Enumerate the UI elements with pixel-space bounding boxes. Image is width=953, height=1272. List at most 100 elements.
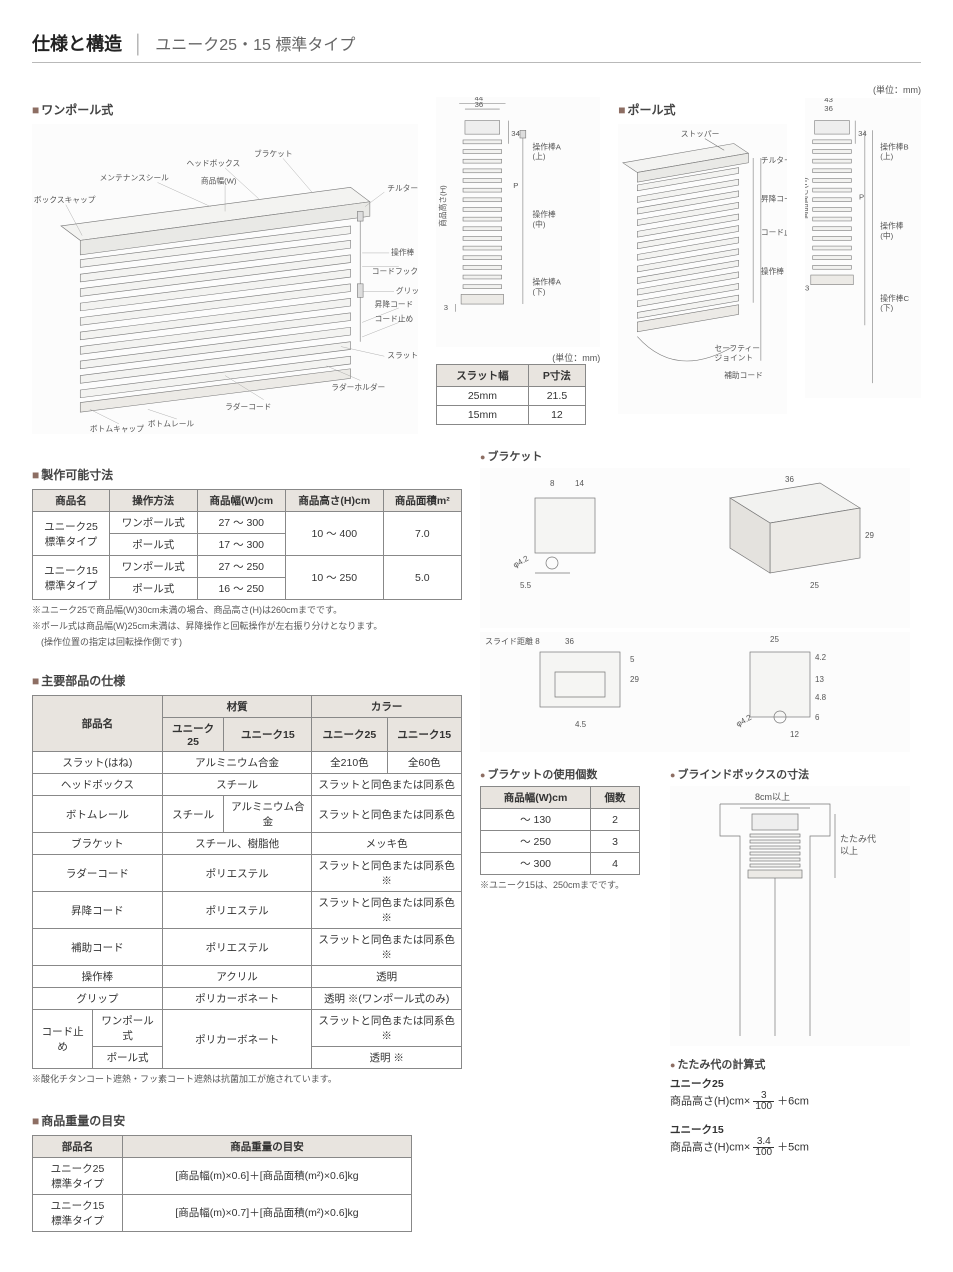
svg-text:コード止め: コード止め [761,227,787,237]
ps-r8n: グリップ [33,988,163,1010]
ps-r2n: ボトムレール [33,796,163,833]
ps-r4m: ポリエステル [162,855,312,892]
svg-text:36: 36 [785,475,794,484]
ps-r9c1: 透明 ※ [312,1047,462,1069]
stack-1-den: 100 [753,1148,774,1158]
svg-text:メンテナンスシール: メンテナンスシール [100,174,170,183]
svg-text:補助コード: 補助コード [724,370,763,380]
ps-h23: ユニーク15 [387,718,462,752]
svg-text:ボトムキャップ: ボトムキャップ [90,425,144,434]
svg-text:25: 25 [770,635,779,644]
mr-c1: 操作方法 [109,490,197,512]
mr-r0h: 10 ～ 400 [285,512,383,556]
mr-c3: 商品高さ(H)cm [285,490,383,512]
svg-text:操作棒: 操作棒 [761,266,784,276]
svg-text:操作棒: 操作棒 [880,221,903,231]
bc-r0c0: ～ 130 [481,809,591,831]
onepole-section-diagram: 36 44 34 [436,97,600,347]
mr-r0a: 7.0 [383,512,461,556]
svg-text:6: 6 [815,713,820,722]
svg-text:φ4.2: φ4.2 [512,554,531,570]
mr-r1w1: 16 ～ 250 [197,578,285,600]
svg-text:商品高さ(H): 商品高さ(H) [805,177,809,219]
onepole-label: ワンポール式 [32,101,418,118]
bc-r2c1: 4 [591,853,640,875]
stack-0-frac: 3100 [753,1091,774,1112]
stack-1-title: ユニーク15 [670,1122,910,1137]
title-main: 仕様と構造 [32,34,122,54]
mr-r0m1: ポール式 [109,534,197,556]
stack-0-prefix: 商品高さ(H)cm× [670,1095,750,1107]
ps-h1: 材質 [162,696,312,718]
svg-text:4.5: 4.5 [575,720,587,729]
svg-text:ブラケット: ブラケット [254,148,293,158]
make-range-label: 製作可能寸法 [32,466,462,483]
right-column: ブラケット 5.5 8 14 φ4.2 36 [480,448,910,1158]
ps-r0m: アルミニウム合金 [162,752,312,774]
svg-text:操作棒: 操作棒 [391,247,414,257]
mr-note1: ※ポール式は商品幅(W)25cm未満は、昇降操作と回転操作が左右振り分けとなりま… [32,620,462,632]
ps-r8m: ポリカーボネート [162,988,312,1010]
mr-c4: 商品面積m² [383,490,461,512]
ps-r5m: ポリエステル [162,892,312,929]
bracket-diagram-plan: スライド距離 8 36 29 5 4.5 25 4.2 13 4.8 6 [480,632,910,752]
ps-h22: ユニーク25 [312,718,387,752]
ps-r7c: 透明 [312,966,462,988]
svg-text:操作棒A: 操作棒A [533,142,562,152]
svg-text:スラット: スラット [387,351,418,360]
svg-text:(上): (上) [533,152,546,161]
mr-note2: (操作位置の指定は回転操作側です) [32,636,462,648]
pole-section-diagram: 36 43 34 [805,98,921,398]
svg-text:14: 14 [575,479,584,488]
ps-r1c: スラットと同色または同系色 [312,774,462,796]
wt-r0c1: [商品幅(m)×0.6]＋[商品面積(m²)×0.6]kg [123,1157,412,1194]
ps-r9c0: スラットと同色または同系色 ※ [312,1010,462,1047]
svg-text:5: 5 [630,655,635,664]
mr-c2: 商品幅(W)cm [197,490,285,512]
weight-table: 部品名 商品重量の目安 ユニーク25 標準タイプ[商品幅(m)×0.6]＋[商品… [32,1135,412,1232]
svg-text:以上: 以上 [840,846,858,856]
ps-r3n: ブラケット [33,833,163,855]
svg-text:P: P [513,181,518,190]
svg-text:ラダーホルダー: ラダーホルダー [331,382,385,392]
slat-table-unit: (単位：mm) [436,351,600,364]
svg-text:34: 34 [511,129,520,138]
svg-text:43: 43 [824,98,833,104]
svg-text:ジョイント: ジョイント [715,354,754,363]
stack-1-suffix: ＋5cm [777,1141,809,1153]
bracket-count-note: ※ユニーク15は、250cmまでです。 [480,879,640,891]
svg-text:たたみ代: たたみ代 [840,834,876,844]
bracket-blindbox-row: ブラケットの使用個数 商品幅(W)cm個数 ～ 1302 ～ 2503 ～ 30… [480,766,910,1158]
pole-column: ポール式 [618,83,787,414]
wt-r1c1: [商品幅(m)×0.7]＋[商品面積(m²)×0.6]kg [123,1194,412,1231]
slat-r0c1: 21.5 [528,387,585,406]
stack-item-1: ユニーク15 商品高さ(H)cm× 3.4100 ＋5cm [670,1122,910,1158]
stack-label: たたみ代の計算式 [670,1056,910,1072]
bracket-count-label: ブラケットの使用個数 [480,766,640,782]
pole-unit: (単位：mm) [805,83,921,96]
pole-label: ポール式 [618,101,787,118]
onepole-diagram: ブラケット ヘッドボックス メンテナンスシール 商品幅(W) ボックスキャップ … [32,124,418,434]
ps-r7m: アクリル [162,966,312,988]
ps-r7n: 操作棒 [33,966,163,988]
svg-text:ヘッドボックス: ヘッドボックス [186,159,240,168]
ps-h0: 部品名 [33,696,163,752]
spec-row: 製作可能寸法 商品名 操作方法 商品幅(W)cm 商品高さ(H)cm 商品面積m… [32,448,921,1232]
parts-spec-label: 主要部品の仕様 [32,672,462,689]
svg-text:昇降コード: 昇降コード [761,193,787,203]
make-range-table: 商品名 操作方法 商品幅(W)cm 商品高さ(H)cm 商品面積m² ユニーク2… [32,489,462,600]
svg-text:操作棒A: 操作棒A [533,277,562,287]
svg-text:操作棒C: 操作棒C [880,293,909,303]
diagram-row: ワンポール式 [32,83,921,434]
pole-dims-column: (単位：mm) 36 43 34 [805,83,921,398]
svg-text:29: 29 [630,675,639,684]
ps-r2m0: スチール [162,796,224,833]
bracket-label: ブラケット [480,448,910,464]
svg-text:4.8: 4.8 [815,693,827,702]
blindbox-col: ブラインドボックスの寸法 8cm以上 [670,766,910,1158]
ps-r1m: スチール [162,774,312,796]
ps-h2: カラー [312,696,462,718]
bracket-count-col: ブラケットの使用個数 商品幅(W)cm個数 ～ 1302 ～ 2503 ～ 30… [480,766,640,891]
ps-r4c: スラットと同色または同系色 ※ [312,855,462,892]
svg-text:(下): (下) [880,304,893,313]
